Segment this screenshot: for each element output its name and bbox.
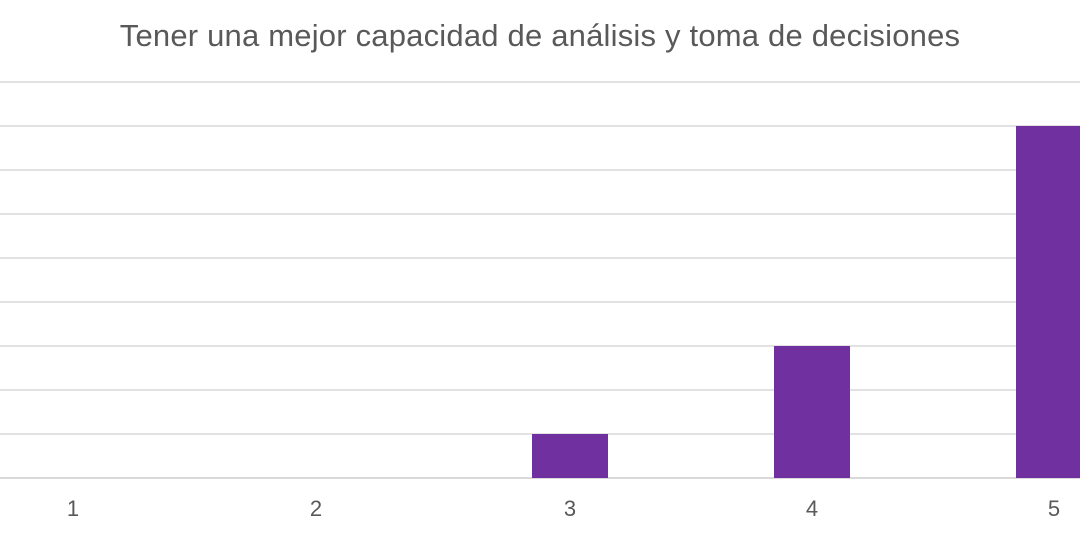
x-tick-label-2: 2: [310, 496, 322, 521]
chart-title: Tener una mejor capacidad de análisis y …: [119, 18, 961, 53]
x-tick-label-4: 4: [806, 496, 818, 521]
gridlines: [0, 81, 1080, 479]
x-tick-label-3: 3: [564, 496, 576, 521]
bars: [532, 126, 1080, 478]
bar-3: [532, 434, 608, 478]
x-tick-labels: 1 2 3 4 5: [67, 496, 1060, 521]
x-tick-label-1: 1: [67, 496, 79, 521]
x-tick-label-5: 5: [1048, 496, 1060, 521]
bar-4: [774, 346, 850, 478]
bar-5: [1016, 126, 1080, 478]
